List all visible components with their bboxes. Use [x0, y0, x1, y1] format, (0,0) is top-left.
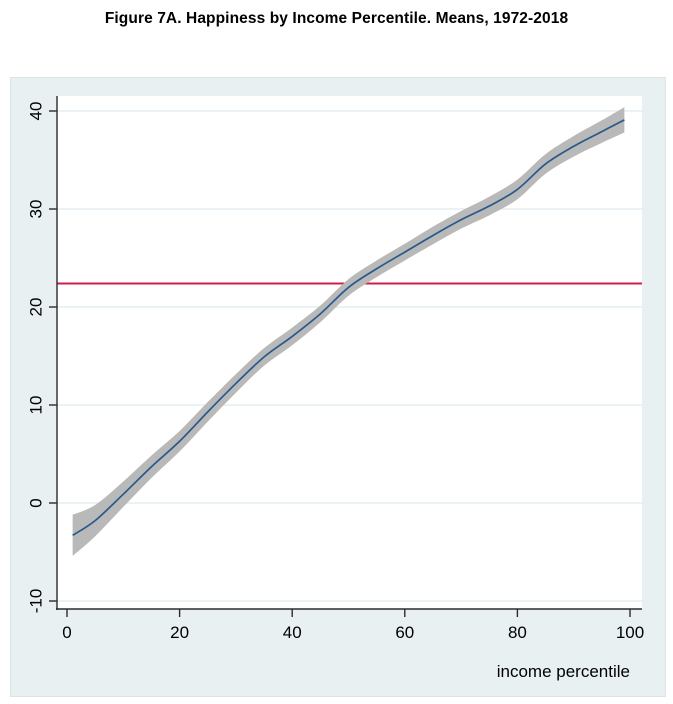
- figure-title: Figure 7A. Happiness by Income Percentil…: [104, 10, 569, 27]
- x-tick-label: 20: [170, 623, 189, 642]
- x-tick-label: 40: [283, 623, 302, 642]
- plot-area: [57, 96, 642, 609]
- x-tick-label: 0: [62, 623, 71, 642]
- x-axis-title: income percentile: [497, 662, 630, 681]
- y-tick-label: 30: [27, 200, 46, 219]
- graph-region: -10 0 10 20 30 40 0 20 40 60 80 100 income percentil…: [10, 77, 666, 697]
- x-tick-label: 100: [616, 623, 644, 642]
- y-tick-label: 10: [27, 396, 46, 415]
- y-tick-label: 20: [27, 298, 46, 317]
- chart-canvas: -10 0 10 20 30 40 0 20 40 60 80 100 income percentil…: [27, 96, 644, 681]
- x-tick-label: 60: [395, 623, 414, 642]
- x-tick-label: 80: [508, 623, 527, 642]
- y-tick-label: 40: [27, 102, 46, 121]
- y-tick-label: -10: [27, 589, 46, 614]
- confidence-band: [72, 107, 625, 556]
- y-tick-label: 0: [27, 498, 46, 507]
- trend-line: [72, 119, 625, 537]
